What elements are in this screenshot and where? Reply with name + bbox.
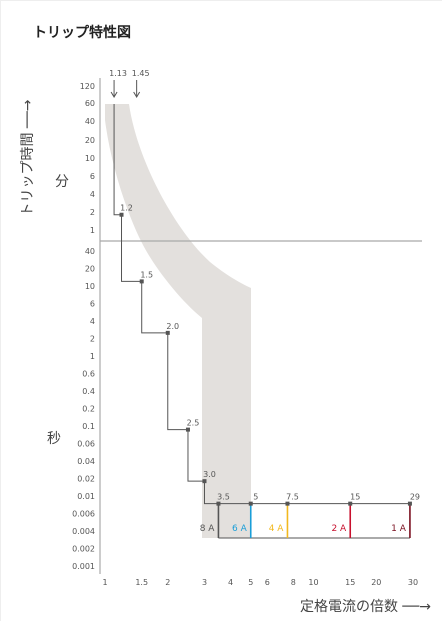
y-tick-label-seconds: 1 bbox=[90, 352, 95, 361]
curve-point-label: 29 bbox=[410, 493, 420, 502]
curve-point-marker bbox=[216, 501, 221, 506]
x-tick-label: 5 bbox=[248, 578, 253, 587]
curve-point-marker bbox=[407, 501, 412, 506]
rating-label: 1 A bbox=[391, 524, 407, 534]
curve-point-label: 3.0 bbox=[203, 470, 216, 479]
tolerance-band bbox=[105, 104, 251, 538]
y-tick-label-minutes: 120 bbox=[80, 82, 95, 91]
y-tick-label-minutes: 10 bbox=[85, 154, 95, 163]
y-tick-label-minutes: 60 bbox=[85, 99, 95, 108]
x-tick-label: 15 bbox=[345, 578, 355, 587]
x-tick-label: 8 bbox=[291, 578, 296, 587]
curve-point-marker bbox=[119, 212, 124, 217]
x-tick-label: 3 bbox=[202, 578, 207, 587]
rating-label: 4 A bbox=[269, 524, 285, 534]
curve-point-label: 15 bbox=[350, 493, 360, 502]
y-tick-label-seconds: 4 bbox=[90, 317, 95, 326]
curve-point-label: 3.5 bbox=[217, 493, 230, 502]
top-marker-label: 1.13 bbox=[109, 69, 127, 78]
curve-point-marker bbox=[139, 279, 144, 284]
top-marker-arrow-head bbox=[110, 91, 118, 98]
y-tick-label-seconds: 2 bbox=[90, 335, 95, 344]
y-tick-label-seconds: 20 bbox=[85, 265, 95, 274]
x-axis-label: 定格電流の倍数 ──→ bbox=[299, 599, 431, 615]
y-tick-label-seconds: 0.04 bbox=[77, 457, 95, 466]
y-tick-label-seconds: 10 bbox=[85, 282, 95, 291]
curve-point-label: 5 bbox=[253, 493, 258, 502]
x-tick-label: 10 bbox=[308, 578, 318, 587]
y-axis-unit-seconds: 秒 bbox=[47, 431, 61, 447]
y-tick-label-minutes: 6 bbox=[90, 172, 95, 181]
x-tick-label: 20 bbox=[371, 578, 381, 587]
trip-curve bbox=[113, 104, 410, 505]
x-tick-label: 6 bbox=[265, 578, 270, 587]
y-tick-label-minutes: 20 bbox=[85, 136, 95, 145]
y-tick-label-seconds: 0.001 bbox=[72, 562, 95, 571]
curve-point-label: 2.5 bbox=[187, 419, 200, 428]
y-tick-label-seconds: 6 bbox=[90, 300, 95, 309]
y-tick-label-seconds: 0.01 bbox=[77, 492, 95, 501]
y-tick-label-minutes: 40 bbox=[85, 117, 95, 126]
curve-point-marker bbox=[248, 501, 253, 506]
rating-label: 6 A bbox=[232, 524, 248, 534]
curve-point-marker bbox=[185, 427, 190, 432]
chart-title: トリップ特性図 bbox=[33, 25, 131, 41]
curve-point-label: 7.5 bbox=[286, 493, 299, 502]
y-tick-label-seconds: 0.004 bbox=[72, 527, 95, 536]
curve-point-label: 1.5 bbox=[140, 270, 153, 279]
curve-point-label: 2.0 bbox=[166, 322, 179, 331]
rating-label: 8 A bbox=[200, 524, 216, 534]
y-tick-label-seconds: 0.06 bbox=[77, 440, 95, 449]
top-marker-arrow-head bbox=[133, 91, 141, 98]
y-tick-label-seconds: 0.4 bbox=[82, 387, 95, 396]
y-tick-label-seconds: 0.2 bbox=[82, 405, 95, 414]
y-tick-label-seconds: 0.6 bbox=[82, 370, 95, 379]
curve-point-label: 1.2 bbox=[120, 204, 133, 213]
top-marker-label: 1.45 bbox=[132, 69, 150, 78]
x-tick-label: 1.5 bbox=[135, 578, 148, 587]
y-tick-label-seconds: 0.1 bbox=[82, 422, 95, 431]
curve-point-marker bbox=[348, 501, 353, 506]
y-tick-label-seconds: 40 bbox=[85, 247, 95, 256]
x-tick-label: 2 bbox=[165, 578, 170, 587]
y-tick-label-seconds: 0.006 bbox=[72, 510, 95, 519]
curve-point-marker bbox=[165, 330, 170, 335]
x-tick-label: 30 bbox=[408, 578, 418, 587]
y-axis-unit-minutes: 分 bbox=[55, 174, 69, 190]
y-tick-label-minutes: 4 bbox=[90, 190, 95, 199]
y-tick-label-minutes: 2 bbox=[90, 208, 95, 217]
rating-label: 2 A bbox=[331, 524, 347, 534]
curve-point-marker bbox=[285, 501, 290, 506]
curve-point-marker bbox=[202, 479, 207, 484]
x-tick-label: 1 bbox=[102, 578, 107, 587]
y-tick-label-minutes: 1 bbox=[90, 226, 95, 235]
x-tick-label: 4 bbox=[228, 578, 233, 587]
y-tick-label-seconds: 0.002 bbox=[72, 545, 95, 554]
y-tick-label-seconds: 0.02 bbox=[77, 475, 95, 484]
